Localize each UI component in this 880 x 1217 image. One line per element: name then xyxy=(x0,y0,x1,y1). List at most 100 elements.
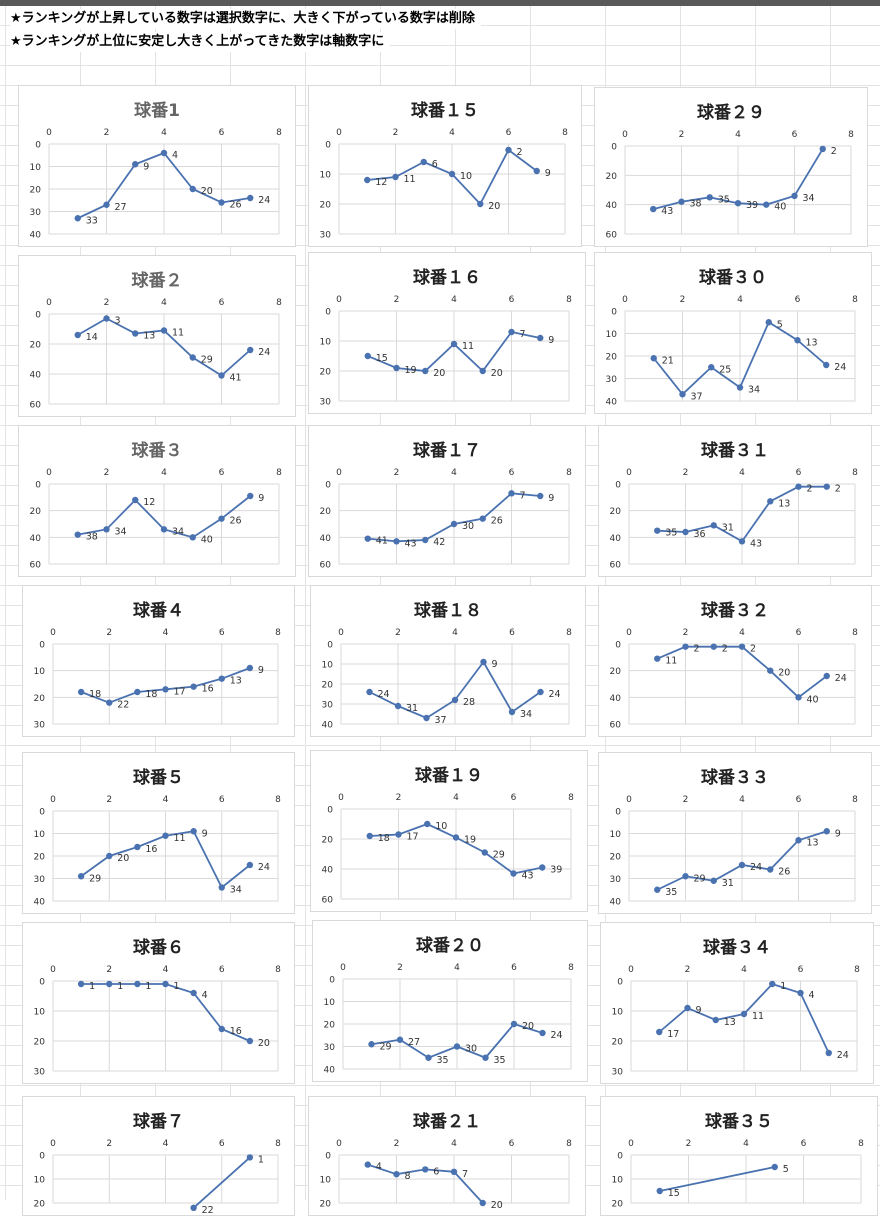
data-label: 24 xyxy=(549,689,561,700)
chart-9[interactable]: 球番１６ 0 2 4 6 8 0 10 20 30 15 19 20 11 20 7 9 xyxy=(308,252,586,414)
data-point xyxy=(103,526,110,533)
data-point xyxy=(656,1028,663,1036)
data-label: 2 xyxy=(807,484,813,495)
data-point xyxy=(246,1154,254,1161)
data-label: 9 xyxy=(548,493,554,504)
data-point xyxy=(795,694,802,701)
data-label: 9 xyxy=(696,1005,702,1016)
chart-1[interactable]: 球番1 0 2 4 6 8 0 10 20 30 40 33 27 9 4 20 26 24 xyxy=(18,85,296,247)
data-point xyxy=(218,372,225,379)
data-point xyxy=(74,531,81,538)
y-tick-label: 20 xyxy=(30,507,42,517)
chart-10[interactable]: 球番１７ 0 2 4 6 8 0 20 40 60 41 43 42 30 26 7 9 xyxy=(308,425,586,577)
data-label: 35 xyxy=(718,194,730,205)
chart-21[interactable]: 球番３５ 0 2 4 6 8 0 10 20 15 5 xyxy=(600,1096,878,1216)
chart-16[interactable]: 球番３０ 0 2 4 6 8 0 10 20 30 40 21 37 25 34 5 13 24 xyxy=(594,252,872,414)
chart-title: 球番６ xyxy=(133,938,184,958)
x-tick-label: 0 xyxy=(626,795,632,805)
y-tick-label: 20 xyxy=(610,853,622,863)
data-point xyxy=(218,1025,225,1033)
data-label: 20 xyxy=(117,853,129,864)
chart-4[interactable]: 球番４ 0 2 4 6 8 0 10 20 30 18 22 18 17 16 13 9 xyxy=(22,585,295,737)
chart-title: 球番１６ xyxy=(413,268,481,288)
data-point xyxy=(451,696,459,704)
y-tick-label: 20 xyxy=(612,1200,624,1210)
chart-11[interactable]: 球番１８ 0 2 4 6 8 0 10 20 30 40 24 31 37 28 9 34 24 xyxy=(310,585,586,737)
data-point xyxy=(539,864,546,871)
chart-plot: 0 2 4 6 8 0 20 40 60 38 34 12 34 40 26 9 xyxy=(30,468,283,571)
x-tick-label: 0 xyxy=(338,628,344,638)
data-label: 16 xyxy=(230,1026,242,1037)
data-point xyxy=(247,194,254,202)
data-label: 2 xyxy=(517,147,523,158)
data-label: 24 xyxy=(835,673,847,684)
x-tick-label: 4 xyxy=(163,628,169,638)
x-tick-label: 2 xyxy=(394,1139,400,1149)
data-label: 9 xyxy=(492,659,498,670)
y-tick-label: 60 xyxy=(610,561,622,571)
x-tick-label: 0 xyxy=(336,1139,342,1149)
data-point xyxy=(823,828,830,835)
chart-2[interactable]: 球番２ 0 2 4 6 8 0 20 40 60 14 3 13 11 29 41 24 xyxy=(18,255,296,417)
chart-5[interactable]: 球番５ 0 2 4 6 8 0 10 20 30 40 29 20 16 11 9 34 24 xyxy=(22,752,295,914)
data-label: 20 xyxy=(258,1038,270,1049)
chart-6[interactable]: 球番６ 0 2 4 6 8 0 10 20 30 1 1 1 1 4 16 20 xyxy=(22,922,295,1084)
chart-19[interactable]: 球番３３ 0 2 4 6 8 0 10 20 30 40 35 29 31 24 26 13 9 xyxy=(598,752,872,914)
chart-12[interactable]: 球番１９ 0 2 4 6 8 0 20 40 60 18 17 10 19 29 43 39 xyxy=(310,750,588,912)
data-label: 29 xyxy=(493,850,505,861)
x-tick-label: 2 xyxy=(394,468,400,478)
data-label: 29 xyxy=(380,1041,392,1052)
x-tick-label: 6 xyxy=(506,128,512,138)
x-tick-label: 8 xyxy=(566,468,572,478)
data-label: 43 xyxy=(661,206,673,217)
chart-17[interactable]: 球番３１ 0 2 4 6 8 0 20 40 60 35 36 31 43 13 2 2 xyxy=(598,425,872,577)
data-label: 42 xyxy=(433,537,445,548)
data-point xyxy=(103,201,110,208)
chart-8[interactable]: 球番１５ 0 2 4 6 8 0 10 20 30 12 11 6 10 20 2 9 xyxy=(308,85,582,247)
data-point xyxy=(246,861,254,869)
data-label: 22 xyxy=(202,1205,214,1216)
data-point xyxy=(103,315,110,322)
chart-20[interactable]: 球番３４ 0 2 4 6 8 0 10 20 30 17 9 13 11 1 4 24 xyxy=(600,922,874,1084)
x-tick-label: 2 xyxy=(686,1139,692,1149)
data-label: 24 xyxy=(258,347,270,358)
chart-plot: 0 2 4 6 8 0 10 20 30 12 11 6 10 20 2 9 xyxy=(320,128,569,241)
x-tick-label: 0 xyxy=(626,468,632,478)
chart-14[interactable]: 球番２１ 0 2 4 6 8 0 10 20 4 8 6 7 20 xyxy=(308,1096,586,1216)
y-tick-label: 10 xyxy=(610,830,622,840)
y-tick-label: 0 xyxy=(325,481,331,491)
y-tick-label: 0 xyxy=(611,308,617,318)
x-tick-label: 2 xyxy=(106,795,112,805)
data-point xyxy=(795,483,802,490)
chart-title: 球番1 xyxy=(134,101,180,121)
data-point xyxy=(448,170,456,178)
chart-title: 球番１９ xyxy=(415,766,483,786)
data-point xyxy=(366,832,373,840)
chart-18[interactable]: 球番３２ 0 2 4 6 8 0 20 40 60 11 2 2 2 20 40 24 xyxy=(598,585,872,737)
data-label: 9 xyxy=(258,493,264,504)
data-label: 33 xyxy=(86,215,98,226)
chart-3[interactable]: 球番３ 0 2 4 6 8 0 20 40 60 38 34 12 34 40 26 9 xyxy=(18,425,296,577)
data-point xyxy=(189,185,196,193)
data-point xyxy=(508,490,515,497)
x-tick-label: 6 xyxy=(796,795,802,805)
data-point xyxy=(450,340,458,348)
x-tick-label: 0 xyxy=(46,128,52,138)
x-tick-label: 8 xyxy=(276,298,282,308)
x-tick-label: 6 xyxy=(792,130,798,140)
data-label: 7 xyxy=(520,490,526,501)
x-tick-label: 8 xyxy=(566,295,572,305)
data-label: 13 xyxy=(143,331,155,342)
x-tick-label: 4 xyxy=(161,298,167,308)
data-label: 27 xyxy=(115,202,127,213)
chart-15[interactable]: 球番２９ 0 2 4 6 8 0 20 40 60 43 38 35 39 40 34 2 xyxy=(594,87,868,247)
data-point xyxy=(160,149,168,157)
x-tick-label: 6 xyxy=(511,793,517,803)
chart-13[interactable]: 球番２０ 0 2 4 6 8 0 10 20 30 40 29 27 35 30 35 20 24 xyxy=(312,920,588,1082)
data-label: 20 xyxy=(491,368,503,379)
data-point xyxy=(162,686,169,693)
y-tick-label: 20 xyxy=(606,353,618,363)
chart-7[interactable]: 球番７ 0 2 4 6 8 0 10 20 22 1 xyxy=(22,1096,295,1216)
